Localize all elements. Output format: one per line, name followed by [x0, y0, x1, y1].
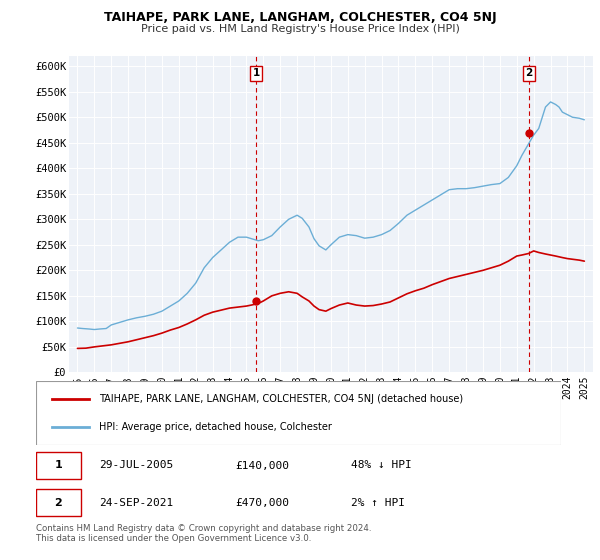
FancyBboxPatch shape: [36, 381, 561, 445]
Text: 2: 2: [55, 498, 62, 507]
Text: 48% ↓ HPI: 48% ↓ HPI: [351, 460, 412, 470]
Text: 2: 2: [526, 68, 533, 78]
Text: 24-SEP-2021: 24-SEP-2021: [99, 498, 173, 507]
Text: £140,000: £140,000: [235, 460, 290, 470]
Text: 1: 1: [253, 68, 260, 78]
Text: Price paid vs. HM Land Registry's House Price Index (HPI): Price paid vs. HM Land Registry's House …: [140, 24, 460, 34]
Text: HPI: Average price, detached house, Colchester: HPI: Average price, detached house, Colc…: [99, 422, 332, 432]
Text: TAIHAPE, PARK LANE, LANGHAM, COLCHESTER, CO4 5NJ (detached house): TAIHAPE, PARK LANE, LANGHAM, COLCHESTER,…: [99, 394, 463, 404]
FancyBboxPatch shape: [36, 489, 80, 516]
Text: Contains HM Land Registry data © Crown copyright and database right 2024.
This d: Contains HM Land Registry data © Crown c…: [36, 524, 371, 543]
Text: 1: 1: [55, 460, 62, 470]
Text: £470,000: £470,000: [235, 498, 290, 507]
Text: 2% ↑ HPI: 2% ↑ HPI: [351, 498, 405, 507]
Text: 29-JUL-2005: 29-JUL-2005: [99, 460, 173, 470]
FancyBboxPatch shape: [36, 452, 80, 479]
Text: TAIHAPE, PARK LANE, LANGHAM, COLCHESTER, CO4 5NJ: TAIHAPE, PARK LANE, LANGHAM, COLCHESTER,…: [104, 11, 496, 24]
